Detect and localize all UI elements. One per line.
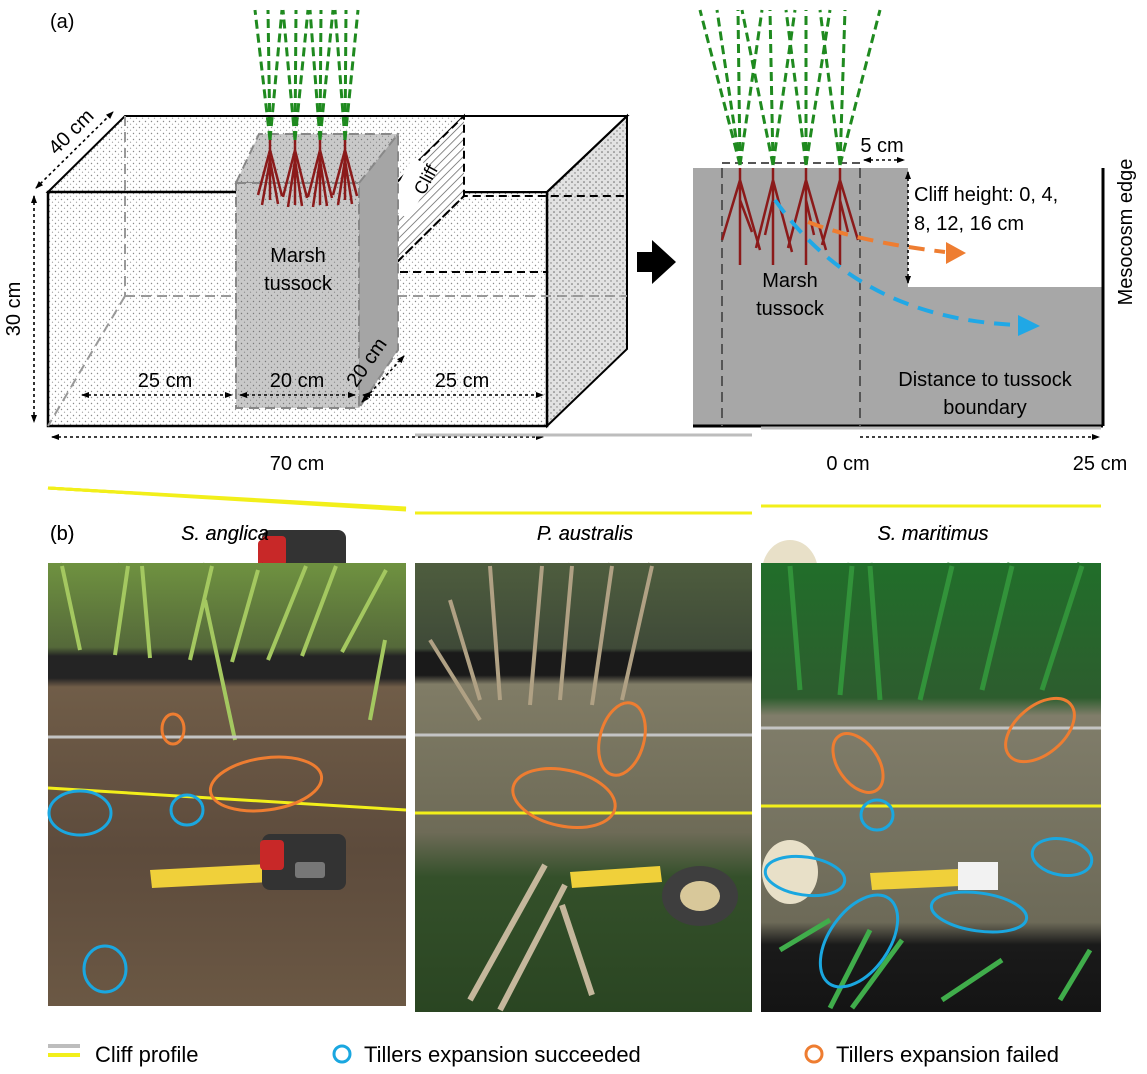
tiller-failed-1b <box>208 755 324 813</box>
tape-measure-main-3 <box>762 840 998 904</box>
tussock-plants-3d <box>253 9 360 208</box>
species-3-top: S. maritimus <box>877 523 988 545</box>
dimension-arrows-3d <box>31 111 544 440</box>
photo-s-anglica-main <box>48 563 406 1006</box>
tiller-succeeded-3e <box>929 890 1029 934</box>
tiller-failed-3a <box>831 732 885 794</box>
tiller-succeeded-1a <box>47 789 113 837</box>
legend-failed: Tillers expansion failed <box>836 1042 1059 1067</box>
tiller-succeeded-3d <box>818 893 900 989</box>
middle-span-label: 20 cm <box>270 370 324 392</box>
tiller-succeeded-1b <box>169 793 205 827</box>
distance-label-line1: Distance to tussock <box>898 369 1072 391</box>
panel-b-label: (b) <box>50 523 74 545</box>
legend-cliff-profile: Cliff profile <box>95 1042 199 1067</box>
photo-p-australis-main <box>415 563 752 1012</box>
tussock-label-line1: Marsh <box>270 245 326 267</box>
cliff-yellow-1 <box>47 786 407 812</box>
tussock-label-line2: tussock <box>264 273 333 295</box>
cliff-cutaway: Cliff <box>384 113 630 275</box>
species-label-3: S. maritimus <box>877 523 988 545</box>
transition-arrow <box>637 240 676 284</box>
axis-start-label: 0 cm <box>826 453 869 475</box>
photo-s-maritimus-main <box>761 563 1101 1012</box>
side-gap-label: 5 cm <box>860 135 903 157</box>
axis-end-label: 25 cm <box>1073 453 1127 475</box>
species-2-top: P. australis <box>537 523 633 545</box>
tape-measure-main-2 <box>570 866 738 926</box>
legend-cliff-gray-swatch <box>48 1044 80 1048</box>
panel-b-label-top: (b) <box>50 523 74 545</box>
species-1-top: S. anglica <box>181 523 269 545</box>
cross-section: Marsh tussock <box>693 162 1105 428</box>
legend: Cliff profile Tillers expansion succeede… <box>48 1042 1059 1067</box>
tiller-succeeded-1c <box>82 944 128 994</box>
tiller-succeeded-3c <box>763 854 847 898</box>
right-span-label: 25 cm <box>435 370 489 392</box>
width-label: 70 cm <box>270 453 324 475</box>
tiller-failed-2a <box>597 701 647 777</box>
distance-label-line2: boundary <box>943 397 1026 419</box>
left-span-label: 25 cm <box>138 370 192 392</box>
tape-measure-main-1 <box>150 834 346 890</box>
section-tussock-line1: Marsh <box>762 270 818 292</box>
section-plants <box>698 9 1040 336</box>
tiller-failed-2b <box>511 767 617 829</box>
section-dimensions <box>860 157 1100 440</box>
tiller-failed-1a <box>160 712 186 746</box>
legend-succeeded-icon <box>332 1044 352 1064</box>
legend-succeeded: Tillers expansion succeeded <box>364 1042 641 1067</box>
mesocosm-edge-label: Mesocosm edge <box>1115 159 1137 306</box>
cliff-height-line1: Cliff height: 0, 4, <box>914 184 1058 206</box>
tiller-succeeded-3a <box>859 798 895 832</box>
legend-cliff-yellow-swatch <box>48 1053 80 1057</box>
section-tussock-line2: tussock <box>756 298 825 320</box>
tiller-succeeded-3b <box>1030 837 1094 877</box>
legend-failed-icon <box>804 1044 824 1064</box>
panel-a-label: (a) <box>50 11 74 33</box>
height-label: 30 cm <box>3 282 25 336</box>
tiller-failed-3b <box>1004 696 1076 764</box>
cliff-height-line2: 8, 12, 16 cm <box>914 213 1024 235</box>
species-label-1: S. anglica <box>181 523 269 545</box>
species-label-2: P. australis <box>537 523 633 545</box>
